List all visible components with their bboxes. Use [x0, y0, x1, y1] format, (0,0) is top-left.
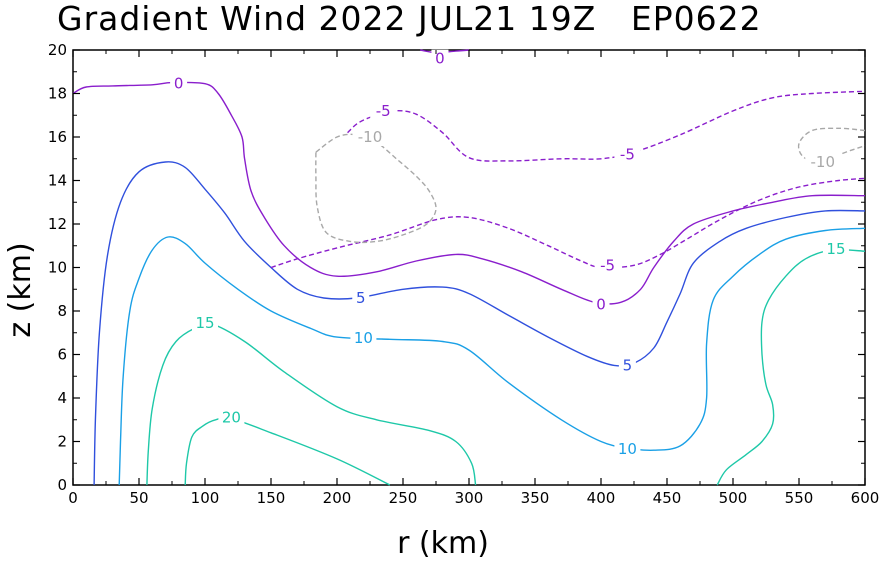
contour-label-bg-8: [592, 295, 610, 314]
contour-line-10: [797, 127, 866, 162]
x-tick-label-0: 0: [68, 489, 78, 507]
contour-label-13: -10: [358, 128, 383, 146]
contour-label-5: 5: [356, 289, 366, 307]
y-tick-label-1: 2: [57, 433, 67, 451]
contour-line-0: [184, 417, 391, 486]
contour-label-bg-4: [614, 440, 641, 459]
contour-label-bg-7: [170, 74, 188, 93]
contour-label-bg-5: [352, 288, 370, 307]
x-tick-label-1: 50: [129, 489, 148, 507]
contour-label-bg-6: [618, 356, 636, 375]
contour-label-9: 0: [435, 50, 445, 68]
contour-line-3: [118, 227, 866, 486]
contour-layer: [72, 49, 866, 486]
contour-line-5: [72, 81, 866, 305]
contour-line-7: [270, 177, 866, 269]
contour-label-bg-1: [192, 313, 218, 332]
y-tick-label-8: 16: [48, 128, 67, 146]
y-axis-label: z (km): [3, 242, 38, 337]
x-tick-label-11: 550: [785, 489, 814, 507]
x-tick-label-7: 350: [521, 489, 550, 507]
contour-label-7: 0: [174, 75, 184, 93]
contour-label-0: 20: [222, 409, 241, 427]
x-tick-label-6: 300: [455, 489, 484, 507]
contour-label-11: -5: [376, 102, 391, 120]
y-tick-label-5: 10: [48, 259, 67, 277]
contour-line-4: [93, 161, 866, 486]
contour-label-bg-14: [805, 153, 841, 172]
contour-label-10: -5: [600, 256, 615, 274]
contour-label-bg-13: [352, 128, 388, 146]
x-tick-label-12: 600: [851, 489, 879, 507]
contour-line-2: [716, 248, 866, 486]
contour-label-2: 15: [826, 240, 845, 258]
contour-label-bg-10: [594, 256, 621, 275]
x-tick-label-9: 450: [653, 489, 682, 507]
y-tick-label-6: 12: [48, 215, 67, 233]
x-axis-label: r (km): [397, 526, 489, 561]
x-tick-label-5: 250: [389, 489, 418, 507]
contour-line-1: [146, 322, 477, 486]
contour-label-bg-2: [822, 240, 849, 259]
contour-label-8: 0: [596, 295, 606, 313]
x-tick-label-8: 400: [587, 489, 616, 507]
chart-title: Gradient Wind 2022 JUL21 19Z EP0622: [57, 0, 762, 38]
x-tick-label-4: 200: [323, 489, 352, 507]
contour-label-bg-3: [350, 329, 377, 348]
x-tick-label-3: 150: [257, 489, 286, 507]
y-tick-label-4: 8: [57, 302, 67, 320]
contour-label-6: 5: [623, 356, 633, 374]
y-tick-label-7: 14: [48, 172, 67, 190]
contour-label-14: -10: [811, 153, 836, 171]
contour-label-4: 10: [618, 440, 637, 458]
y-tick-label-9: 18: [48, 85, 67, 103]
contour-label-bg-12: [614, 145, 641, 164]
y-tick-label-3: 6: [57, 346, 67, 364]
contour-label-bg-9: [431, 49, 449, 68]
contour-line-8: [347, 90, 866, 162]
contour-label-3: 10: [354, 329, 373, 347]
y-axis: 0 2 4 6 8 10 12 14 16 18 20: [48, 41, 865, 494]
y-tick-label-10: 20: [48, 41, 67, 59]
contour-line-9: [315, 133, 437, 244]
x-tick-label-2: 100: [191, 489, 220, 507]
contour-label-bg-0: [218, 408, 245, 427]
x-tick-label-10: 500: [719, 489, 748, 507]
y-tick-label-0: 0: [57, 476, 67, 494]
contour-label-12: -5: [620, 145, 635, 163]
y-tick-label-2: 4: [57, 389, 67, 407]
contour-label-layer: 20 15 15 10 10 5 5 0 0 0 -5 -5 -5 -10 -10: [170, 49, 849, 459]
contour-label-1: 15: [195, 314, 214, 332]
plot-frame: [72, 49, 866, 486]
contour-label-bg-11: [370, 101, 397, 120]
x-axis: 0 50 100 150 200 250 300 350 400 450 500 550 600: [68, 50, 879, 507]
